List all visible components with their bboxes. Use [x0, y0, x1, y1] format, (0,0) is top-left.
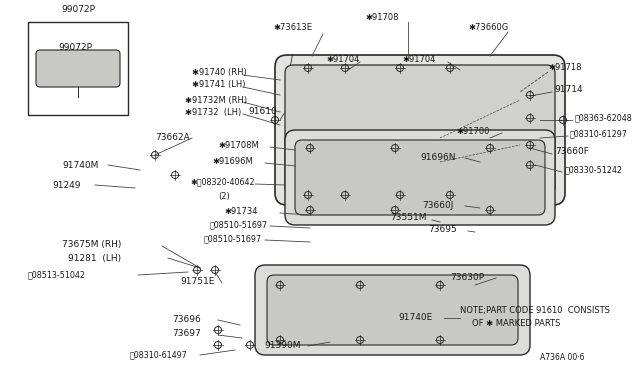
Text: ✱91718: ✱91718 — [548, 64, 582, 73]
Text: ✱91696M: ✱91696M — [212, 157, 253, 167]
Text: ✱Ⓢ08320-40642: ✱Ⓢ08320-40642 — [190, 177, 255, 186]
Text: Ⓢ08363-62048: Ⓢ08363-62048 — [575, 113, 633, 122]
Text: ✱91732  (LH): ✱91732 (LH) — [185, 108, 241, 116]
Text: Ⓢ08510-51697: Ⓢ08510-51697 — [204, 234, 262, 244]
PathPatch shape — [285, 130, 555, 225]
Text: ✱91704: ✱91704 — [326, 55, 360, 64]
Text: 73662A: 73662A — [155, 134, 189, 142]
Text: 91249: 91249 — [52, 180, 81, 189]
Text: ✱91708: ✱91708 — [365, 13, 399, 22]
Text: 73695: 73695 — [428, 225, 457, 234]
Text: ✱91708M: ✱91708M — [218, 141, 259, 150]
Text: 91696N: 91696N — [420, 154, 456, 163]
Text: 91390M: 91390M — [264, 341, 301, 350]
PathPatch shape — [275, 55, 565, 205]
Text: A736A 00·6: A736A 00·6 — [540, 353, 584, 362]
Text: 73696: 73696 — [172, 315, 201, 324]
Text: NOTE;PART CODE 91610  CONSISTS: NOTE;PART CODE 91610 CONSISTS — [460, 305, 610, 314]
Text: ✱91741 (LH): ✱91741 (LH) — [192, 80, 246, 89]
Text: Ⓢ08310-61497: Ⓢ08310-61497 — [130, 350, 188, 359]
Text: 73675M (RH): 73675M (RH) — [62, 241, 122, 250]
Text: 73660F: 73660F — [555, 148, 589, 157]
Text: 99072P: 99072P — [61, 5, 95, 14]
Text: 99072P: 99072P — [58, 44, 92, 52]
Text: 73660J: 73660J — [422, 201, 453, 209]
Text: ✱91732M (RH): ✱91732M (RH) — [185, 96, 247, 105]
Text: 73630P: 73630P — [450, 273, 484, 282]
Text: 91714: 91714 — [554, 86, 582, 94]
Text: ✱91734: ✱91734 — [224, 206, 257, 215]
Text: OF ✱ MARKED PARTS: OF ✱ MARKED PARTS — [472, 318, 561, 327]
PathPatch shape — [255, 265, 530, 355]
Text: Ⓢ08510-51697: Ⓢ08510-51697 — [210, 221, 268, 230]
Text: ✱73613E: ✱73613E — [273, 23, 312, 32]
Text: 73551M: 73551M — [390, 214, 426, 222]
Text: Ⓢ08330-51242: Ⓢ08330-51242 — [565, 166, 623, 174]
Text: ✱91740 (RH): ✱91740 (RH) — [192, 67, 247, 77]
PathPatch shape — [295, 140, 545, 215]
Text: ✱91704: ✱91704 — [402, 55, 435, 64]
PathPatch shape — [267, 275, 518, 345]
Text: 73697: 73697 — [172, 330, 201, 339]
Text: ✱73660G: ✱73660G — [468, 23, 508, 32]
Text: Ⓢ08513-51042: Ⓢ08513-51042 — [28, 270, 86, 279]
Text: (2): (2) — [218, 192, 230, 201]
PathPatch shape — [285, 65, 555, 195]
Text: 91610: 91610 — [248, 108, 276, 116]
Text: 91281  (LH): 91281 (LH) — [68, 253, 121, 263]
Text: 91740E: 91740E — [398, 314, 432, 323]
Text: ✱91700: ✱91700 — [456, 128, 490, 137]
PathPatch shape — [36, 50, 120, 87]
Text: Ⓢ08310-61297: Ⓢ08310-61297 — [570, 129, 628, 138]
Bar — [28, 22, 128, 115]
Text: 91751E: 91751E — [180, 278, 214, 286]
Text: 91740M: 91740M — [62, 160, 99, 170]
